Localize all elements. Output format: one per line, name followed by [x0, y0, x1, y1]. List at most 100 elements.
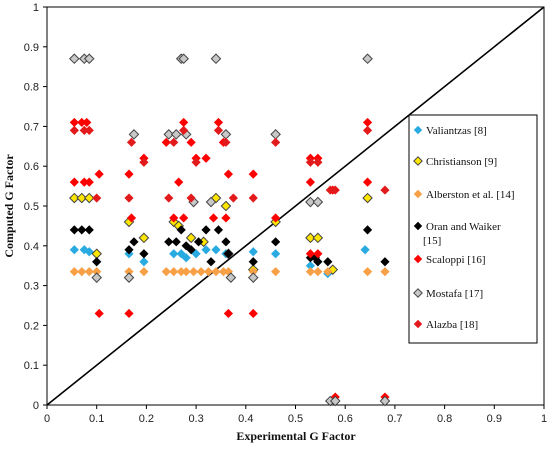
legend: Valiantzas [8] Christianson [9] Alberston …	[408, 114, 538, 344]
data-point	[176, 225, 186, 235]
data-point	[83, 192, 95, 204]
data-point	[329, 395, 341, 407]
data-point	[126, 213, 137, 223]
data-point	[248, 267, 258, 277]
data-point	[305, 177, 316, 187]
data-point	[178, 53, 189, 65]
data-point	[305, 157, 316, 167]
legend-label: Oran and Waiker [15]	[423, 221, 501, 247]
data-point	[221, 237, 231, 247]
data-point	[170, 129, 182, 140]
data-point	[129, 237, 139, 247]
legend-item: Valiantzas [8]	[413, 125, 487, 137]
data-point	[126, 137, 137, 147]
y-tick-label: 0.2	[24, 320, 39, 332]
data-point	[210, 53, 222, 65]
x-axis-title: Experimental G Factor	[236, 429, 356, 443]
data-point	[124, 169, 134, 179]
data-point	[169, 249, 179, 259]
legend-marker	[413, 319, 423, 329]
data-point	[271, 137, 281, 147]
data-point	[208, 213, 219, 223]
legend-marker	[413, 189, 423, 199]
data-point	[221, 137, 231, 147]
y-tick-label: 0.1	[24, 360, 39, 372]
data-point	[225, 272, 237, 283]
data-point	[69, 177, 79, 187]
data-point	[179, 213, 189, 223]
x-tick-label: 0.1	[89, 413, 104, 425]
data-point	[271, 249, 281, 259]
data-point	[181, 253, 191, 263]
x-tick-label: 0.8	[437, 413, 452, 425]
data-point	[69, 225, 79, 235]
data-point	[218, 267, 229, 277]
data-point	[305, 261, 316, 271]
data-point	[325, 185, 335, 195]
data-point	[124, 245, 134, 255]
data-point	[305, 232, 316, 244]
data-point	[362, 177, 373, 187]
data-point	[186, 245, 196, 255]
data-point	[247, 272, 259, 283]
data-point	[92, 257, 102, 267]
data-point	[79, 177, 89, 187]
data-point	[221, 213, 231, 223]
data-point	[193, 237, 204, 247]
legend-item: Alazba [18]	[413, 319, 478, 331]
data-point	[128, 129, 140, 140]
data-point	[362, 225, 373, 235]
data-point	[220, 129, 232, 140]
data-point	[92, 267, 102, 277]
data-point	[362, 192, 373, 204]
data-point	[271, 237, 281, 247]
tick-labels: 0 0.1 0.2 0.3 0.4 0.5 0.6 0.7 0.8 0.9 1 0 0.1 0.2 0.3 0…	[24, 2, 547, 425]
data-point	[305, 267, 316, 277]
x-tick-label: 0.9	[487, 413, 502, 425]
data-point	[138, 232, 150, 244]
data-point	[124, 193, 134, 203]
data-point	[164, 237, 174, 247]
data-point	[312, 196, 324, 208]
data-point	[69, 192, 80, 204]
legend-box	[408, 114, 538, 344]
legend-item: Mostafa [17]	[413, 288, 483, 300]
legend-marker	[413, 125, 423, 135]
series-3	[69, 225, 390, 267]
data-point	[186, 137, 196, 147]
x-tick-label: 0.2	[139, 413, 154, 425]
data-point	[248, 247, 258, 257]
data-point	[191, 157, 201, 167]
x-tick-label: 0.6	[338, 413, 353, 425]
data-point	[169, 213, 179, 223]
data-point	[313, 267, 323, 277]
data-point	[313, 249, 323, 259]
data-point	[169, 137, 179, 147]
data-point	[271, 213, 281, 223]
data-point	[362, 267, 373, 277]
y-tick-label: 0.9	[24, 42, 39, 54]
data-point	[161, 267, 171, 277]
data-point	[91, 272, 103, 283]
y-tick-label: 0.4	[24, 241, 39, 253]
x-tick-label: 0.7	[387, 413, 402, 425]
data-point	[248, 257, 258, 267]
data-point	[171, 237, 181, 247]
data-point	[323, 257, 333, 267]
data-point	[211, 245, 221, 255]
data-point	[69, 117, 79, 128]
data-point	[185, 232, 197, 244]
data-point	[84, 267, 94, 277]
data-point	[92, 193, 102, 203]
data-point	[191, 249, 201, 259]
legend-label: Christianson [9]	[426, 156, 497, 168]
data-point	[79, 125, 89, 135]
y-tick-label: 0.7	[24, 121, 39, 133]
reference-line-y-equals-x	[46, 6, 545, 406]
data-point	[380, 267, 390, 277]
data-point	[139, 267, 149, 277]
data-point	[323, 267, 333, 277]
data-point	[206, 257, 216, 267]
data-point	[69, 267, 79, 277]
